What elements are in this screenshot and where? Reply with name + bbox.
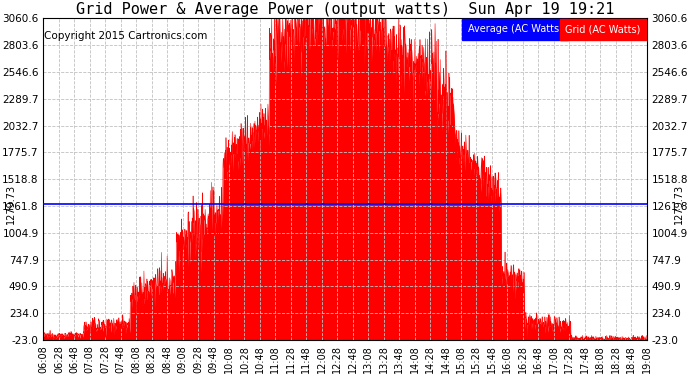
Text: Copyright 2015 Cartronics.com: Copyright 2015 Cartronics.com — [44, 31, 208, 41]
Title: Grid Power & Average Power (output watts)  Sun Apr 19 19:21: Grid Power & Average Power (output watts… — [76, 2, 614, 17]
Text: 1279.73: 1279.73 — [6, 184, 17, 224]
Text: 1279.73: 1279.73 — [673, 184, 684, 224]
Legend: Average (AC Watts), Grid (AC Watts): Average (AC Watts), Grid (AC Watts) — [464, 20, 644, 38]
